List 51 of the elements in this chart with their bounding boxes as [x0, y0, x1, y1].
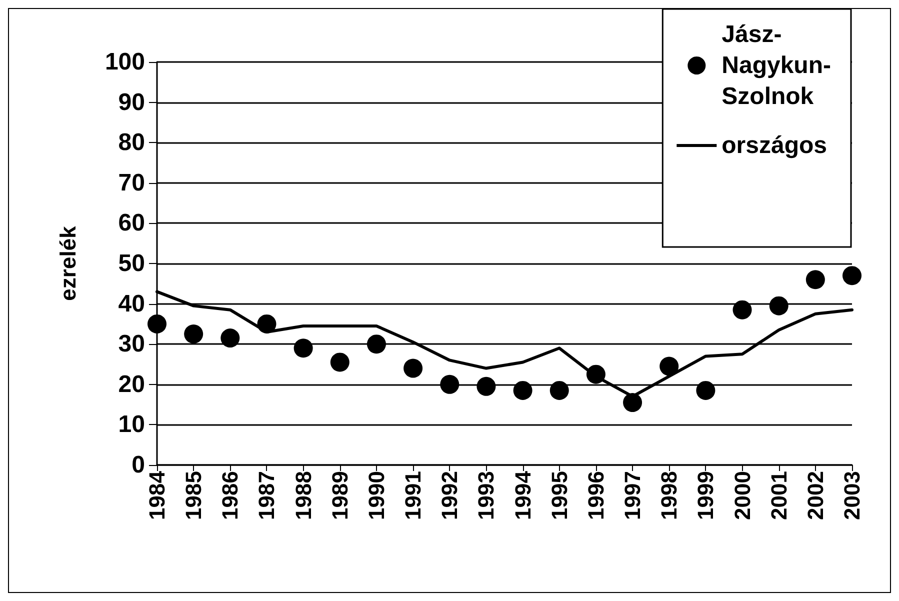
- y-axis-title: ezrelék: [56, 225, 80, 301]
- y-tick-label: 60: [118, 210, 145, 237]
- legend-label: Jász-Nagykun-Szolnok: [722, 21, 832, 110]
- x-tick-label: 1989: [327, 471, 352, 520]
- x-tick-label: 2003: [840, 471, 864, 520]
- point: [660, 356, 679, 376]
- x-tick-label: 1998: [656, 471, 682, 520]
- x-tick-label: 1988: [290, 471, 316, 520]
- y-tick-label: 100: [104, 48, 145, 76]
- y-tick-label: 90: [118, 88, 145, 116]
- point: [330, 352, 350, 372]
- point: [696, 380, 716, 400]
- point: [806, 270, 825, 290]
- point: [294, 338, 313, 358]
- x-tick-label: 1985: [181, 471, 206, 520]
- x-tick-label: 1995: [546, 471, 572, 520]
- y-tick-label: 20: [118, 370, 145, 398]
- point: [842, 266, 862, 286]
- point: [769, 296, 788, 316]
- y-tick-label: 0: [132, 452, 145, 478]
- x-tick-label: 2001: [766, 471, 792, 520]
- point: [476, 376, 496, 396]
- y-tick-label: 30: [118, 330, 145, 358]
- point: [550, 380, 569, 400]
- x-tick-label: 1984: [144, 470, 170, 520]
- x-tick-label: 1991: [400, 471, 426, 520]
- x-tick-label: 1987: [254, 471, 280, 520]
- y-tick-label: 80: [118, 129, 145, 156]
- point: [184, 324, 204, 344]
- point: [513, 380, 532, 400]
- point: [220, 328, 240, 348]
- x-tick-label: 2000: [730, 471, 755, 520]
- point: [366, 334, 386, 354]
- legend-label: országos: [722, 132, 828, 159]
- point: [404, 358, 423, 378]
- y-tick-label: 50: [118, 250, 145, 277]
- x-tick-label: 1996: [583, 471, 608, 520]
- x-tick-label: 1986: [218, 471, 243, 520]
- x-tick-label: 1992: [437, 471, 462, 520]
- x-tick-label: 1997: [620, 471, 646, 520]
- x-tick-label: 1990: [364, 471, 389, 520]
- x-tick-label: 1994: [510, 470, 536, 520]
- x-tick-label: 1999: [693, 471, 718, 520]
- x-tick-label: 1993: [474, 471, 499, 520]
- x-tick-label: 2002: [802, 471, 828, 520]
- y-tick-label: 40: [118, 290, 145, 318]
- point: [440, 374, 460, 394]
- y-tick-label: 70: [118, 169, 145, 196]
- y-tick-label: 10: [118, 411, 145, 438]
- point: [732, 300, 752, 320]
- point: [148, 314, 166, 334]
